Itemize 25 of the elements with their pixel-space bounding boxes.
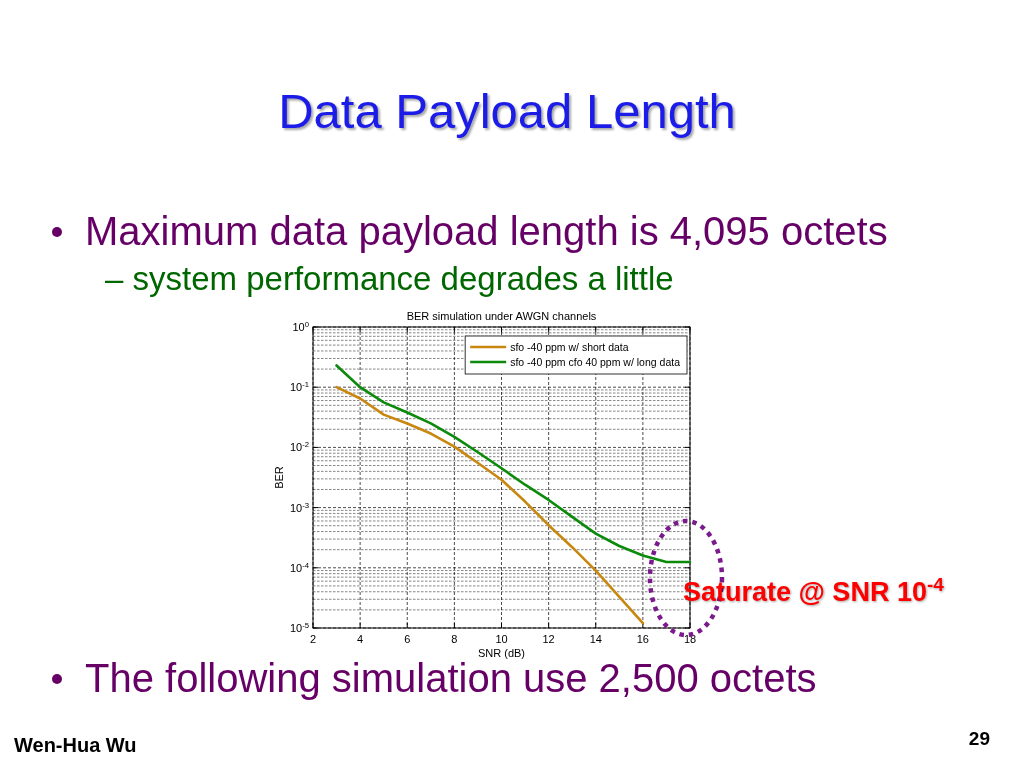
- chart-subtitle: BER simulation under AWGN channels: [406, 310, 597, 322]
- text: Maximum data payload length is 4,095 octets: [85, 209, 888, 253]
- y-axis-title: BER: [273, 466, 285, 489]
- annotation: Saturate @ SNR 10$^{-4}$: [683, 573, 945, 607]
- x-tick-label: 10: [495, 633, 508, 645]
- x-tick-label: 4: [357, 633, 364, 645]
- x-tick-label: 2: [309, 633, 317, 645]
- text: Wen-Hua Wu: [14, 734, 137, 756]
- x-tick-label: 16: [636, 633, 649, 645]
- y-tick-label: 10$^{-3}$: [289, 500, 309, 514]
- x-tick-label: 8: [451, 633, 458, 645]
- x-tick-label: 14: [589, 633, 602, 645]
- text: 29: [968, 728, 990, 749]
- y-tick-label: 10$^{-1}$: [289, 379, 309, 394]
- text: – system performance degrades a little: [105, 260, 674, 297]
- y-tick-label: 10$^{-5}$: [289, 620, 309, 634]
- legend-label: sfo -40 ppm w/ short data: [510, 341, 629, 353]
- line-series: [335, 385, 645, 625]
- x-tick-label: 12: [542, 633, 555, 645]
- y-tick-label: 10$^{-2}$: [289, 439, 309, 454]
- x-tick-label: 6: [404, 633, 411, 645]
- legend-label: sfo -40 ppm cfo 40 ppm w/ long data: [510, 356, 681, 368]
- y-tick-label: 10$^{-4}$: [289, 560, 310, 574]
- y-tick-label: 10$^{0}$: [292, 319, 309, 333]
- chart-title: Data Payload Length: [278, 84, 736, 138]
